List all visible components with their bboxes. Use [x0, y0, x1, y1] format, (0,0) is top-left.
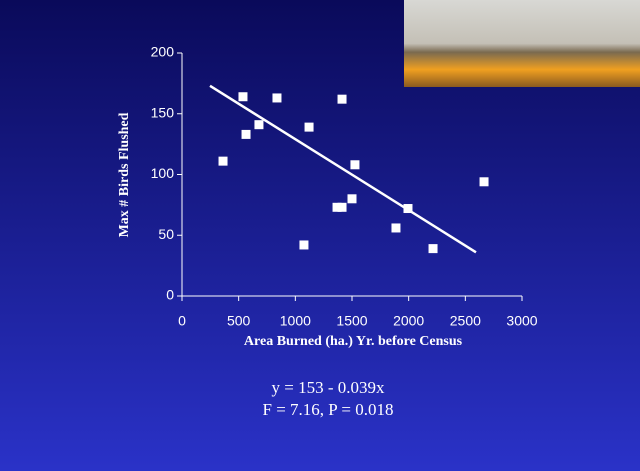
x-tick-label: 1000: [280, 313, 311, 329]
trend-line: [209, 84, 477, 254]
annotation: y = 153 - 0.039x: [272, 378, 385, 397]
point: [304, 122, 314, 132]
x-tick-label: 500: [227, 313, 251, 329]
annotation: F = 7.16, P = 0.018: [263, 400, 394, 419]
point: [428, 244, 438, 254]
point: [479, 177, 489, 187]
y-axis-label: Max # Birds Flushed: [117, 112, 132, 237]
point: [391, 223, 401, 233]
x-tick-label: 3000: [506, 313, 537, 329]
point: [332, 202, 342, 212]
x-tick-label: 2000: [393, 313, 424, 329]
x-tick-label: 0: [178, 313, 186, 329]
point: [337, 202, 347, 212]
point: [218, 156, 228, 166]
x-tick-label: 2500: [450, 313, 481, 329]
point: [272, 93, 282, 103]
y-tick-label: 0: [166, 287, 174, 303]
y-tick-label: 200: [151, 44, 175, 60]
y-tick-label: 50: [158, 226, 174, 242]
y-tick-label: 100: [151, 165, 175, 181]
y-tick-label: 150: [151, 104, 175, 120]
point: [238, 92, 248, 102]
point: [350, 160, 360, 170]
point: [299, 240, 309, 250]
point: [254, 120, 264, 130]
point: [337, 94, 347, 104]
x-axis-label: Area Burned (ha.) Yr. before Census: [244, 334, 463, 349]
point: [241, 129, 251, 139]
point: [347, 194, 357, 204]
fire-photo: [404, 0, 640, 87]
x-tick-label: 1500: [336, 313, 367, 329]
